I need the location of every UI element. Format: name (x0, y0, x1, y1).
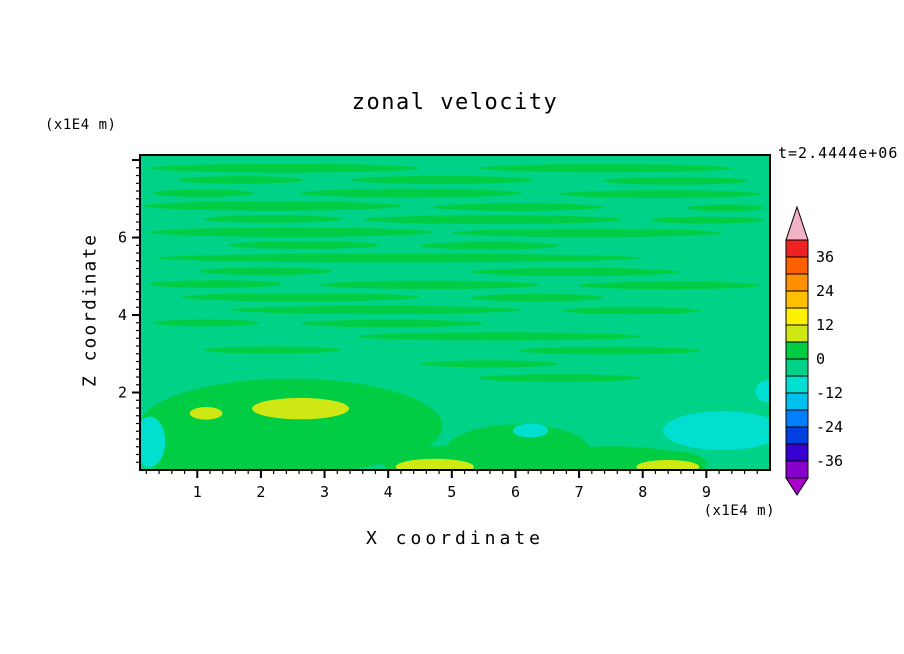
colorbar-label: 36 (816, 248, 834, 266)
colorbar-band (785, 443, 809, 462)
x-tick-label: 6 (511, 483, 520, 501)
x-tick-label: 3 (320, 483, 329, 501)
x-tick-label: 1 (193, 483, 202, 501)
field-patch-green (199, 267, 333, 276)
field-patch-green (202, 346, 342, 354)
field-patch-yellow (252, 397, 350, 420)
field-patch-green (470, 267, 679, 276)
field-patch-green (228, 241, 380, 249)
field-patch-green (202, 215, 342, 223)
field-patch-green (432, 203, 604, 211)
field-patch-green (562, 307, 701, 315)
colorbar-under-arrow (785, 477, 809, 496)
field-patch-green (603, 177, 748, 185)
field-patch-green (420, 360, 559, 368)
field-patch-cyan (755, 380, 770, 403)
colorbar: 36 24 12 0 -12 -24 -36 (785, 205, 843, 496)
x-tick-label: 5 (447, 483, 456, 501)
field-patch-green (363, 215, 622, 225)
colorbar-band (785, 375, 809, 394)
colorbar-label: -36 (816, 452, 843, 470)
colorbar-band (785, 307, 809, 326)
colorbar-label: -12 (816, 384, 843, 402)
field-patch-yellow (395, 458, 474, 470)
colorbar-band (785, 358, 809, 377)
field-patch-green (577, 281, 761, 290)
colorbar-label: 12 (816, 316, 834, 334)
field-patch-green (180, 293, 421, 302)
x-axis-ticks: 1 2 3 4 5 6 7 8 9 (145, 470, 758, 501)
field-patch-green (231, 305, 522, 315)
colorbar-label: 0 (816, 350, 825, 368)
field-patch-green (149, 163, 421, 173)
field-patch-green (149, 227, 433, 237)
field-patch-green (319, 280, 541, 289)
colorbar-band (785, 409, 809, 428)
x-axis-unit-label: (x1E4 m) (703, 503, 775, 519)
colorbar-band (785, 426, 809, 445)
chart-title: zonal velocity (351, 90, 559, 115)
colorbar-band (785, 239, 809, 258)
x-tick-label: 7 (575, 483, 584, 501)
y-tick-label: 4 (118, 306, 127, 324)
x-tick-label: 8 (638, 483, 647, 501)
field-patch-green (155, 253, 641, 263)
field-patch-green (420, 241, 559, 250)
field-patch-green (480, 164, 733, 173)
field-patch-cyan (513, 423, 549, 438)
plot-frame (139, 154, 771, 471)
field-patch-green (300, 188, 522, 198)
field-patch-green (451, 228, 723, 237)
colorbar-band (785, 392, 809, 411)
colorbar-band (785, 256, 809, 275)
field-patch-cyan (662, 411, 770, 451)
field-patch-green (351, 175, 534, 184)
field-patch-green (152, 319, 260, 327)
field-patch-yellow (636, 460, 700, 470)
field-patch-cyan (140, 416, 166, 467)
colorbar-band (785, 273, 809, 292)
field-patch-green (477, 374, 641, 382)
field-patch-green (143, 201, 402, 211)
colorbar-band (785, 460, 809, 479)
y-tick-label: 2 (118, 384, 127, 402)
field-patch-green (559, 190, 761, 198)
field-patch-green (300, 319, 484, 328)
x-tick-label: 2 (256, 483, 265, 501)
x-tick-label: 4 (384, 483, 393, 501)
field-patch-green (149, 280, 282, 288)
y-axis-ticks: 2 4 6 (118, 159, 140, 463)
field-patch-green (518, 346, 701, 355)
field-patch-green (140, 432, 266, 470)
contour-field (140, 155, 770, 470)
field-patch-green (152, 189, 254, 197)
field-patch-green (650, 216, 764, 224)
y-tick-label: 6 (118, 229, 127, 247)
field-patch-green (688, 204, 764, 212)
field-patch-yellow (189, 407, 223, 420)
colorbar-label: -24 (816, 418, 843, 436)
colorbar-label: 24 (816, 282, 834, 300)
colorbar-band (785, 341, 809, 360)
y-axis-unit-label: (x1E4 m) (45, 117, 117, 133)
time-annotation: t=2.4444e+06 (778, 144, 899, 162)
field-patch-green (177, 176, 304, 184)
x-axis-title: X coordinate (365, 528, 545, 549)
field-patch-green (470, 293, 603, 302)
x-tick-label: 9 (702, 483, 711, 501)
colorbar-over-arrow (785, 205, 809, 241)
field-patch-green (357, 332, 641, 341)
colorbar-band (785, 324, 809, 343)
colorbar-band (785, 290, 809, 309)
